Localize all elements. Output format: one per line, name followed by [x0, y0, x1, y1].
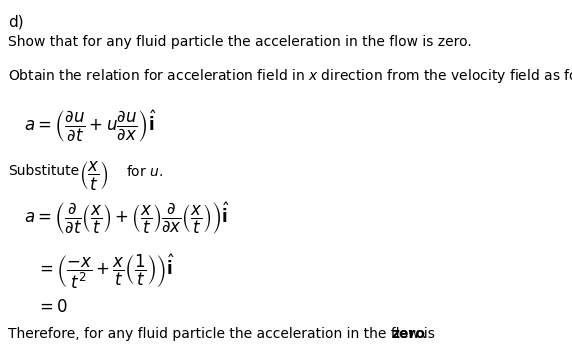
Text: $a = \left(\dfrac{\partial u}{\partial t}+u\dfrac{\partial u}{\partial x}\right): $a = \left(\dfrac{\partial u}{\partial t…: [24, 109, 157, 144]
Text: Show that for any fluid particle the acceleration in the flow is zero.: Show that for any fluid particle the acc…: [8, 36, 472, 49]
Text: $a = \left(\dfrac{\partial}{\partial t}\left(\dfrac{x}{t}\right)+\left(\dfrac{x}: $a = \left(\dfrac{\partial}{\partial t}\…: [24, 200, 230, 236]
Text: Therefore, for any fluid particle the acceleration in the flow is: Therefore, for any fluid particle the ac…: [8, 328, 439, 341]
Text: $= 0$: $= 0$: [35, 298, 67, 316]
Text: for $u$.: for $u$.: [126, 164, 164, 179]
Text: zero: zero: [391, 328, 425, 341]
Text: d): d): [8, 15, 23, 30]
Text: $\left(\dfrac{x}{t}\right)$: $\left(\dfrac{x}{t}\right)$: [79, 159, 109, 192]
Text: Substitute: Substitute: [8, 164, 80, 178]
Text: Obtain the relation for acceleration field in $x$ direction from the velocity fi: Obtain the relation for acceleration fie…: [8, 67, 572, 85]
Text: .: .: [421, 328, 426, 341]
Text: $= \left(\dfrac{-x}{t^{2}}+\dfrac{x}{t}\left(\dfrac{1}{t}\right)\right)\hat{\mat: $= \left(\dfrac{-x}{t^{2}}+\dfrac{x}{t}\…: [35, 253, 175, 291]
